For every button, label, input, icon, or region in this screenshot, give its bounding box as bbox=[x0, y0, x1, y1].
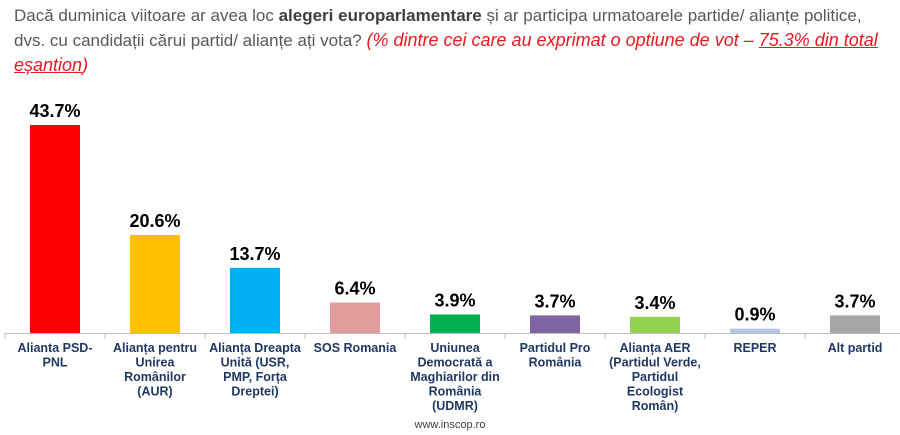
category-label: Alt partid bbox=[828, 341, 883, 355]
category-label: Democrată a bbox=[417, 356, 493, 370]
category-label: Român) bbox=[632, 399, 679, 413]
category-label: Dreptei) bbox=[231, 385, 278, 399]
sample-note: (% dintre cei care au exprimat o optiune… bbox=[14, 30, 878, 75]
category-label: PMP, Forța bbox=[223, 370, 288, 384]
survey-question: Dacă duminica viitoare ar avea loc alege… bbox=[14, 4, 889, 78]
bar-value-label: 3.9% bbox=[434, 290, 475, 310]
bar-value-label: 13.7% bbox=[229, 244, 280, 264]
bar-value-label: 43.7% bbox=[29, 101, 80, 121]
bar-value-label: 3.4% bbox=[634, 293, 675, 313]
category-label: Unită (USR, bbox=[221, 356, 290, 370]
category-label: Ecologist bbox=[627, 385, 684, 399]
bar bbox=[430, 314, 480, 333]
category-label: Românilor bbox=[124, 370, 186, 384]
category-label: Partidul bbox=[632, 370, 679, 384]
category-label: (Partidul Verde, bbox=[609, 356, 701, 370]
category-label: Alianta PSD- bbox=[17, 341, 92, 355]
bar-value-label: 6.4% bbox=[334, 279, 375, 299]
bar-value-label: 3.7% bbox=[534, 291, 575, 311]
category-label: Maghiarilor din bbox=[410, 370, 500, 384]
category-label: Unirea bbox=[136, 356, 176, 370]
bar bbox=[230, 267, 280, 333]
category-label: Alianța pentru bbox=[113, 341, 197, 355]
category-label: Alianța AER bbox=[619, 341, 690, 355]
category-label: (UDMR) bbox=[432, 399, 478, 413]
bar bbox=[730, 328, 780, 333]
category-label: PNL bbox=[43, 356, 68, 370]
bar bbox=[630, 316, 680, 333]
category-label: Partidul Pro bbox=[520, 341, 591, 355]
bar bbox=[830, 315, 880, 333]
bar-value-label: 20.6% bbox=[129, 211, 180, 231]
question-text: Dacă duminica viitoare ar avea loc bbox=[14, 6, 279, 25]
category-label: România bbox=[529, 356, 583, 370]
category-label: (AUR) bbox=[137, 385, 172, 399]
source-label: www.inscop.ro bbox=[414, 419, 486, 431]
category-label: SOS Romania bbox=[314, 341, 398, 355]
bar-value-label: 3.7% bbox=[834, 291, 875, 311]
question-text-cont: și ar participa urmatoarele partide/ ali… bbox=[14, 6, 862, 50]
category-label: România bbox=[429, 385, 483, 399]
bar bbox=[30, 125, 80, 333]
category-label: Uniunea bbox=[430, 341, 480, 355]
sample-share: 75.3% din total eșantion bbox=[14, 30, 878, 75]
bar bbox=[530, 315, 580, 333]
category-label: REPER bbox=[733, 341, 776, 355]
category-label: Alianța Dreapta bbox=[209, 341, 302, 355]
bar-value-label: 0.9% bbox=[734, 305, 775, 325]
bar bbox=[330, 302, 380, 333]
question-bold-text: alegeri europarlamentare bbox=[278, 6, 482, 25]
bar bbox=[130, 234, 180, 333]
